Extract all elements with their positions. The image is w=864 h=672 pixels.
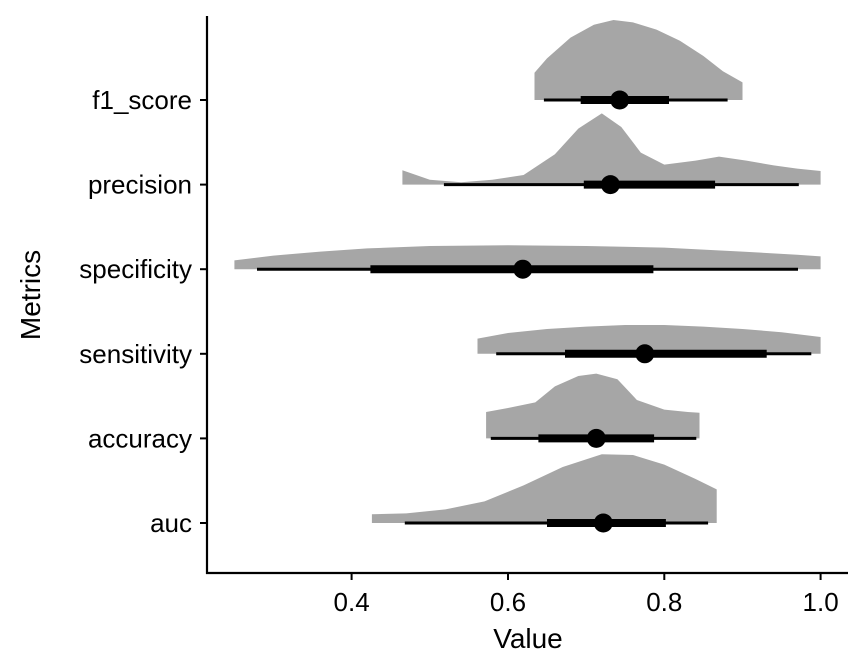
density-specificity: [234, 245, 821, 270]
y-axis-ticks: f1_score precision specificity sensitivity a…: [79, 85, 207, 538]
x-axis-title: Value: [493, 623, 563, 654]
y-axis-title: Metrics: [15, 250, 46, 340]
density-layer: [234, 20, 821, 523]
density-sensitivity: [477, 325, 821, 354]
point-f1_score: [610, 90, 630, 110]
density-f1_score: [534, 20, 743, 100]
x-axis-ticks: 0.4 0.6 0.8 1.0: [334, 573, 839, 617]
density-auc: [371, 454, 717, 523]
point-accuracy: [586, 428, 606, 448]
point-specificity: [513, 259, 533, 279]
point-auc: [593, 513, 613, 533]
x-tick-label-0.8: 0.8: [646, 587, 682, 617]
y-tick-label-precision: precision: [88, 170, 192, 200]
density-accuracy: [486, 373, 700, 439]
point-sensitivity: [635, 344, 655, 364]
point-precision: [600, 175, 620, 195]
y-tick-label-accuracy: accuracy: [88, 423, 192, 453]
interval-layer: [257, 90, 812, 533]
x-tick-label-0.4: 0.4: [334, 587, 370, 617]
y-tick-label-sensitivity: sensitivity: [79, 339, 192, 369]
y-tick-label-specificity: specificity: [79, 254, 192, 284]
x-tick-label-0.6: 0.6: [490, 587, 526, 617]
x-tick-label-1.0: 1.0: [803, 587, 839, 617]
density-precision: [402, 113, 821, 185]
y-tick-label-f1_score: f1_score: [92, 85, 192, 115]
y-tick-label-auc: auc: [150, 508, 192, 538]
